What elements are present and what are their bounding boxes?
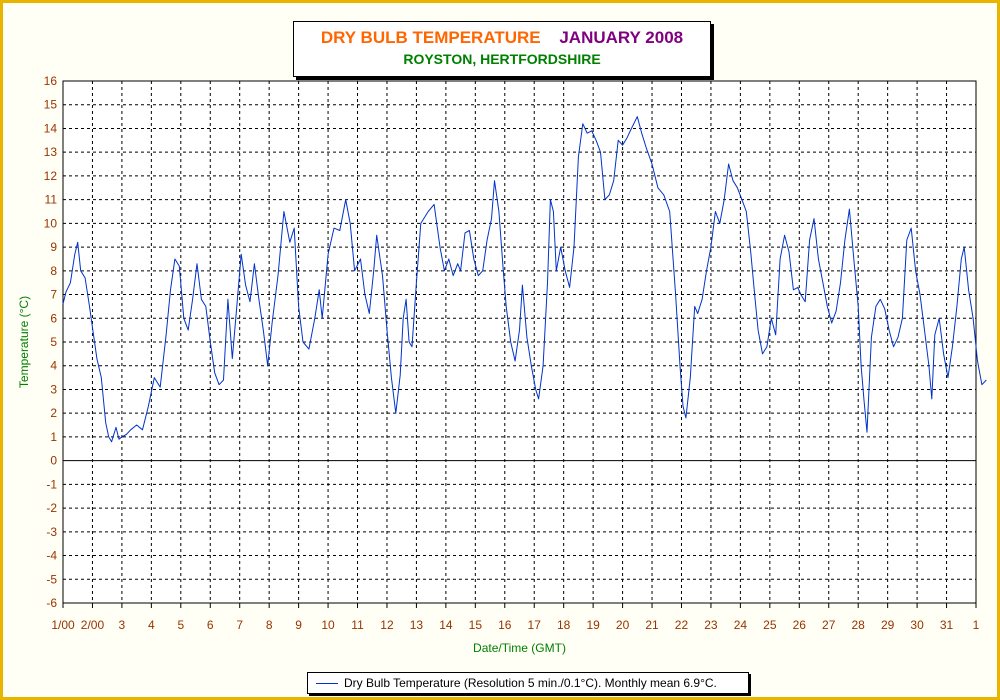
chart-subtitle: ROYSTON, HERTFORDSHIRE: [403, 51, 601, 67]
x-tick-label: 31: [940, 618, 954, 632]
y-tick-label: 6: [50, 311, 57, 325]
x-axis-title: Date/Time (GMT): [473, 641, 566, 655]
y-tick-label: 13: [44, 145, 58, 159]
x-tick-label: 11: [351, 618, 364, 632]
series-layer: [62, 116, 987, 443]
x-tick-label: 23: [704, 618, 718, 632]
x-tick-label: 17: [528, 618, 542, 632]
y-tick-label: 4: [50, 359, 57, 373]
x-tick-label: 28: [852, 618, 866, 632]
x-tick-label: 12: [380, 618, 394, 632]
x-tick-label: 1: [973, 618, 980, 632]
y-tick-label: 15: [44, 98, 58, 112]
y-tick-label: 11: [45, 193, 58, 207]
x-tick-label: 7: [236, 618, 243, 632]
chart-title: DRY BULB TEMPERATURE: [320, 28, 541, 47]
gridlines: [63, 81, 976, 603]
x-tick-label: 14: [439, 618, 453, 632]
chart-month: JANUARY 2008: [559, 28, 684, 47]
x-tick-label: 16: [498, 618, 512, 632]
x-tick-label: 18: [557, 618, 571, 632]
x-tick-label: 2/00: [81, 618, 105, 632]
y-tick-label: -2: [46, 501, 57, 515]
x-tick-label: 20: [616, 618, 630, 632]
legend: Dry Bulb Temperature (Resolution 5 min./…: [307, 672, 749, 694]
legend-label: Dry Bulb Temperature (Resolution 5 min./…: [344, 676, 717, 690]
y-tick-label: 12: [44, 169, 58, 183]
x-tick-label: 8: [266, 618, 273, 632]
y-tick-label: 0: [50, 454, 57, 468]
y-axis-title: Temperature (°C): [17, 296, 31, 388]
x-tick-label: 13: [410, 618, 424, 632]
x-tick-label: 24: [734, 618, 748, 632]
legend-swatch: [316, 682, 338, 684]
x-tick-label: 4: [148, 618, 155, 632]
y-tick-label: 2: [50, 406, 57, 420]
y-tick-label: -3: [46, 525, 57, 539]
x-tick-label: 15: [469, 618, 483, 632]
x-tick-label: 25: [763, 618, 777, 632]
y-tick-label: -4: [46, 549, 57, 563]
x-tick-label: 26: [793, 618, 807, 632]
y-tick-label: 1: [50, 430, 57, 444]
y-tick-label: 16: [44, 74, 58, 88]
x-tick-label: 29: [881, 618, 895, 632]
x-tick-label: 5: [177, 618, 184, 632]
y-tick-label: -5: [46, 572, 57, 586]
title-box: DRY BULB TEMPERATURE JANUARY 2008 ROYSTO…: [293, 21, 711, 77]
x-tick-label: 21: [645, 618, 659, 632]
y-tick-label: 7: [50, 288, 57, 302]
y-tick-label: -1: [46, 477, 57, 491]
x-tick-label: 22: [675, 618, 689, 632]
x-tick-label: 30: [910, 618, 924, 632]
temperature-series-line: [62, 116, 987, 443]
y-tick-label: 9: [50, 240, 57, 254]
x-tick-label: 9: [295, 618, 302, 632]
y-tick-label: 8: [50, 264, 57, 278]
x-tick-label: 6: [207, 618, 214, 632]
y-tick-label: 14: [44, 121, 58, 135]
y-tick-label: -6: [46, 596, 57, 610]
y-tick-label: 10: [44, 216, 58, 230]
x-tick-label: 1/00: [51, 618, 75, 632]
x-tick-label: 19: [586, 618, 600, 632]
x-tick-label: 3: [119, 618, 126, 632]
title-line: DRY BULB TEMPERATURE JANUARY 2008: [294, 28, 710, 48]
y-tick-label: 3: [50, 382, 57, 396]
y-tick-label: 5: [50, 335, 57, 349]
x-tick-labels: 1/00 2/00 3 4 5 6 7 8 9 10 11 12 13 14 15 16 17 18 19 20 21 2…: [51, 618, 979, 632]
x-tick-label: 27: [822, 618, 836, 632]
x-tick-label: 10: [321, 618, 335, 632]
